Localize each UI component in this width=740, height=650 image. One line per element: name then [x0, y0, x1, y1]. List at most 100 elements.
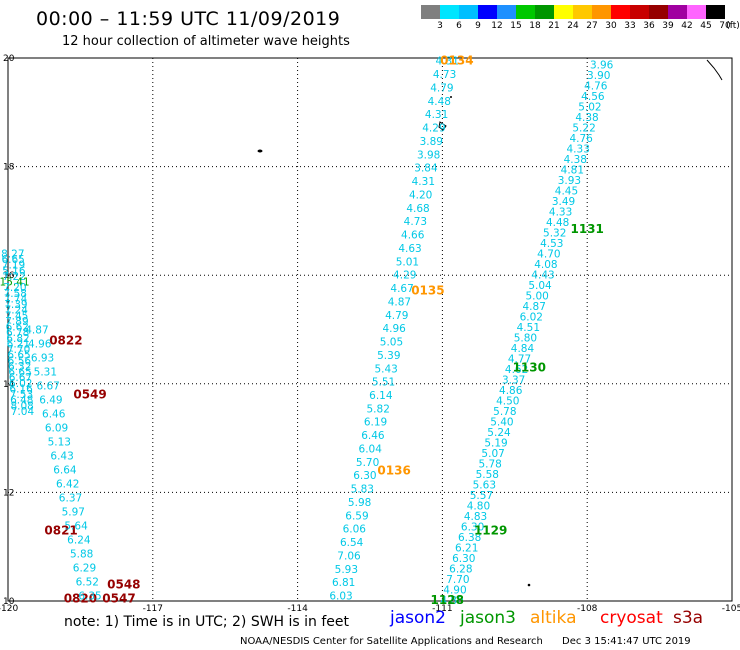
- scale-label: 3: [437, 21, 443, 31]
- scale-label: 42: [681, 21, 693, 31]
- legend-s3a: s3a: [673, 608, 704, 628]
- wave-height-value: 3.90: [587, 70, 610, 82]
- scale-swatch: [573, 5, 592, 19]
- wave-height-value: 6.82: [6, 333, 29, 345]
- wave-height-value: 6.59: [345, 510, 368, 522]
- wave-height-value: 15.41: [0, 277, 30, 289]
- wave-height-value: 5.64: [64, 521, 88, 533]
- wave-height-value: 3.84: [414, 163, 438, 175]
- wave-height-value: 4.79: [385, 310, 408, 322]
- wave-height-value: 4.96: [28, 339, 52, 351]
- credit-text: NOAA/NESDIS Center for Satellite Applica…: [240, 636, 543, 647]
- wave-height-value: 7.58: [4, 288, 27, 300]
- wave-height-value: 4.73: [433, 69, 456, 81]
- wave-height-value: 4.67: [390, 283, 413, 295]
- wave-height-value: 8.08: [10, 400, 33, 412]
- scale-swatch: [421, 5, 440, 19]
- wave-height-value: 7.19: [2, 260, 25, 272]
- scale-label: 18: [529, 21, 541, 31]
- wave-height-value: 6.30: [452, 553, 475, 565]
- wave-height-value: 5.04: [528, 280, 552, 292]
- wave-height-value: 5.01: [396, 256, 419, 268]
- wave-height-value: 7.06: [337, 550, 361, 562]
- wave-height-value: 6.21: [455, 542, 478, 554]
- map-frame: [7, 57, 733, 602]
- lat-tick-label: 18: [3, 163, 15, 173]
- wave-height-value: 4.76: [569, 133, 593, 145]
- wave-height-value: 7.53: [10, 389, 33, 401]
- pass-time-label: 0821: [44, 523, 77, 537]
- wave-height-value: 6.28: [449, 563, 472, 575]
- wave-height-value: 4.48: [546, 217, 569, 229]
- wave-height-value: 6.14: [369, 390, 393, 402]
- scale-label: 12: [491, 21, 503, 31]
- wave-height-value: 5.80: [514, 332, 537, 344]
- wave-height-value: 5.83: [351, 484, 374, 496]
- scale-swatch: [592, 5, 611, 19]
- wave-height-value: 4.38: [575, 112, 598, 124]
- page-title: 00:00 – 11:59 UTC 11/09/2019: [36, 8, 341, 30]
- wave-height-value: 6.67: [36, 381, 59, 393]
- wave-height-value: 5.70: [356, 457, 379, 469]
- wave-height-value: 6.64: [53, 465, 77, 477]
- wave-height-value: 4.83: [464, 511, 487, 523]
- wave-height-value: 6.37: [59, 493, 82, 505]
- wave-height-value: 4.33: [567, 144, 590, 156]
- wave-height-value: 4.73: [404, 216, 427, 228]
- wave-height-value: 6.21: [7, 338, 30, 350]
- wave-height-value: 6.65: [7, 350, 30, 362]
- wave-height-value: 4.50: [496, 395, 519, 407]
- wave-height-value: 4.77: [508, 353, 531, 365]
- wave-height-value: 6.24: [67, 535, 91, 547]
- scale-label: 24: [567, 21, 579, 31]
- wave-height-value: 7.89: [5, 316, 28, 328]
- scale-swatch: [668, 5, 687, 19]
- wave-height-value: 5.07: [481, 448, 504, 460]
- wave-height-value: 5.97: [62, 507, 85, 519]
- wave-height-value: 5.16: [2, 265, 26, 277]
- pass-time-label: 0820: [64, 591, 97, 605]
- wave-height-value: 4.87: [523, 301, 546, 313]
- wave-height-value: 4.33: [549, 206, 572, 218]
- wave-height-value: 5.82: [367, 403, 390, 415]
- scale-label: 9: [475, 21, 481, 31]
- wave-height-value: 6.46: [42, 409, 66, 421]
- wave-height-value: 6.06: [343, 524, 367, 536]
- wave-height-value: 6.54: [340, 537, 364, 549]
- wave-height-value: 6.02: [520, 311, 543, 323]
- wave-height-value: 6.46: [361, 430, 385, 442]
- pass-time-label: 0547: [102, 591, 135, 605]
- coastline: [257, 59, 723, 587]
- pass-time-label: 0549: [73, 388, 106, 402]
- legend-cryosat: cryosat: [600, 608, 663, 628]
- wave-height-value: 5.02: [578, 102, 601, 114]
- wave-height-value: 3.96: [590, 60, 614, 72]
- lon-tick-label: -120: [0, 604, 18, 614]
- scale-label: 6: [456, 21, 462, 31]
- lon-tick-label: -114: [287, 604, 308, 614]
- scale-swatch: [630, 5, 649, 19]
- wave-height-value: 4.66: [401, 230, 425, 242]
- wave-height-value: 7.70: [7, 344, 30, 356]
- wave-height-value: 6.78: [6, 327, 29, 339]
- altimeter-tracks: 4.314.734.794.484.314.293.893.983.844.31…: [0, 54, 614, 607]
- wave-height-value: 4.96: [382, 323, 406, 335]
- scale-swatch: [611, 5, 630, 19]
- scale-label: 21: [548, 21, 560, 31]
- wave-height-value: 4.81: [561, 164, 584, 176]
- pass-time-label: 1128: [431, 593, 464, 607]
- legend-note: note: 1) Time is in UTC; 2) SWH is in fe…: [64, 614, 350, 630]
- pass-time-label: 0135: [411, 283, 444, 297]
- pass-time-label: 0822: [49, 333, 82, 347]
- wave-height-value: 4.84: [511, 343, 535, 355]
- wave-height-value: 6.16: [9, 383, 33, 395]
- wave-height-value: 6.49: [39, 395, 62, 407]
- lat-tick-label: 14: [3, 380, 15, 390]
- wave-height-value: 4.31: [425, 109, 448, 121]
- wave-height-value: 6.48: [10, 395, 33, 407]
- wave-height-value: 5.13: [48, 437, 71, 449]
- wave-height-value: 5.88: [70, 549, 93, 561]
- scale-label: 70: [719, 21, 731, 31]
- wave-height-value: 4.79: [430, 82, 453, 94]
- footer-credit: NOAA/NESDIS Center for Satellite Applica…: [240, 636, 691, 647]
